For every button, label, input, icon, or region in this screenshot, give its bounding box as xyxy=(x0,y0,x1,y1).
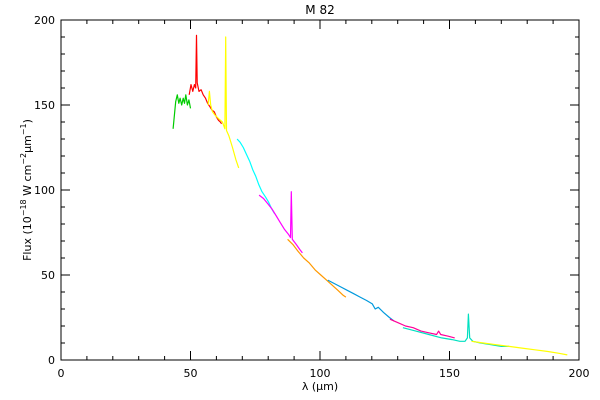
x-tick-label: 100 xyxy=(310,367,331,380)
series-line-6 xyxy=(327,279,395,322)
series-line-2 xyxy=(207,36,240,169)
series-line-0 xyxy=(172,94,192,129)
series-line-1 xyxy=(188,34,223,125)
y-tick-label: 100 xyxy=(34,184,55,197)
series-line-9 xyxy=(471,340,568,356)
series-line-4 xyxy=(258,191,303,254)
ticks-layer: 0 50 100 150 200 0 50 100 150 200 xyxy=(34,14,590,380)
chart-title: M 82 xyxy=(305,3,334,17)
series-line-3 xyxy=(236,138,276,215)
y-tick-label: 200 xyxy=(34,14,55,27)
series-line-7 xyxy=(389,318,455,339)
x-tick-label: 50 xyxy=(184,367,198,380)
x-tick-label: 150 xyxy=(439,367,460,380)
y-tick-label: 150 xyxy=(34,99,55,112)
series-line-5 xyxy=(287,238,347,298)
y-tick-label: 0 xyxy=(48,354,55,367)
plot-frame xyxy=(60,19,580,361)
y-axis-title: Flux (10−18 W cm−2μm−1) xyxy=(19,119,34,261)
x-axis-title: λ (μm) xyxy=(302,380,338,393)
x-tick-label: 0 xyxy=(58,367,65,380)
series-layer xyxy=(172,34,568,356)
y-tick-label: 50 xyxy=(41,269,55,282)
x-tick-label: 200 xyxy=(569,367,590,380)
